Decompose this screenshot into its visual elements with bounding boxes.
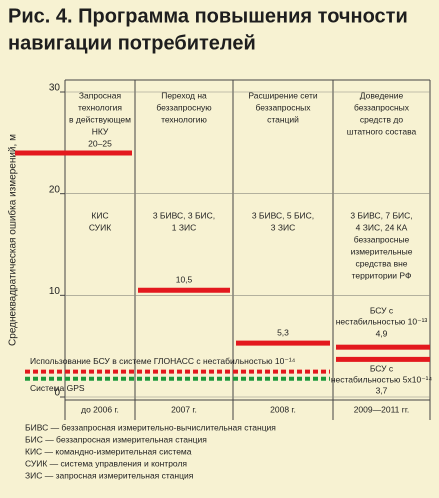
level-label: 3,7 bbox=[376, 386, 388, 396]
stage-equipment: 3 БИВС, 7 БИС, bbox=[350, 210, 412, 220]
chart-title: навигации потребителей bbox=[8, 32, 256, 54]
stage-header: НКУ bbox=[92, 126, 109, 136]
stage-equipment: 3 БИВС, 5 БИС, bbox=[252, 210, 314, 220]
stage-header: штатного состава bbox=[347, 126, 417, 136]
category-label: 2009—2011 гг. bbox=[354, 404, 410, 414]
level-label: 4,9 bbox=[376, 328, 388, 338]
abbreviation-note: СУИК — система управления и контроля bbox=[25, 458, 187, 468]
stage-header: Запросная bbox=[79, 90, 122, 100]
stage-header: Доведение bbox=[360, 90, 404, 100]
reference-label: Система GPS bbox=[30, 383, 85, 393]
stage-equipment: 1 ЗИС bbox=[172, 222, 196, 232]
level-note: нестабильностью 5х10⁻¹⁴ bbox=[331, 375, 433, 385]
stage-header: беззапросную bbox=[156, 102, 212, 112]
y-axis-label: Среднеквадратическая ошибка измерений, м bbox=[7, 134, 19, 346]
abbreviation-note: БИС — беззапросная измерительная станция bbox=[25, 434, 207, 444]
stage-equipment: СУИК bbox=[89, 222, 111, 232]
abbreviation-note: БИВС — беззапросная измерительно-вычисли… bbox=[25, 422, 276, 432]
stage-equipment: КИС bbox=[91, 210, 108, 220]
stage-header: технология bbox=[78, 102, 122, 112]
stage-equipment: средства вне bbox=[355, 258, 407, 268]
stage-header: Переход на bbox=[161, 90, 207, 100]
y-tick-label: 30 bbox=[49, 83, 61, 94]
stage-header: Расширение сети bbox=[248, 90, 318, 100]
stage-equipment: измерительные bbox=[351, 246, 413, 256]
level-bar bbox=[336, 344, 430, 350]
level-bar bbox=[15, 150, 132, 156]
stage-equipment: 4 ЗИС, 24 КА bbox=[356, 222, 408, 232]
y-tick-label: 0 bbox=[54, 388, 60, 399]
level-bar bbox=[138, 287, 230, 293]
category-label: 2007 г. bbox=[171, 404, 197, 414]
abbreviation-note: ЗИС — запросная измерительная станция bbox=[25, 470, 194, 480]
stage-header: 20–25 bbox=[88, 138, 112, 148]
level-note: БСУ с bbox=[370, 364, 394, 374]
level-note: БСУ с bbox=[370, 305, 394, 315]
stage-equipment: 3 ЗИС bbox=[271, 222, 295, 232]
level-label: 5,3 bbox=[277, 327, 289, 337]
stage-header: беззапросных bbox=[354, 102, 410, 112]
level-bar bbox=[236, 340, 330, 346]
level-label: 10,5 bbox=[176, 275, 193, 285]
stage-header: станций bbox=[267, 114, 299, 124]
category-label: до 2006 г. bbox=[81, 404, 119, 414]
stage-header: в действующем bbox=[69, 114, 131, 124]
stage-header: средств до bbox=[360, 114, 403, 124]
level-bar bbox=[336, 356, 430, 362]
y-tick-label: 10 bbox=[49, 286, 61, 297]
y-tick-label: 20 bbox=[49, 184, 61, 195]
stage-header: беззапросных bbox=[255, 102, 311, 112]
level-note: нестабильностью 10⁻¹³ bbox=[336, 316, 428, 326]
stage-equipment: беззапросные bbox=[354, 234, 410, 244]
category-label: 2008 г. bbox=[270, 404, 296, 414]
stage-header: технологию bbox=[161, 114, 207, 124]
stage-equipment: территории РФ bbox=[352, 270, 412, 280]
reference-label: Использование БСУ в системе ГЛОНАСС с не… bbox=[30, 356, 296, 366]
abbreviation-note: КИС — командно-измерительная система bbox=[25, 446, 192, 456]
stage-equipment: 3 БИВС, 3 БИС, bbox=[153, 210, 215, 220]
chart-title: Рис. 4. Программа повышения точности bbox=[8, 5, 408, 27]
